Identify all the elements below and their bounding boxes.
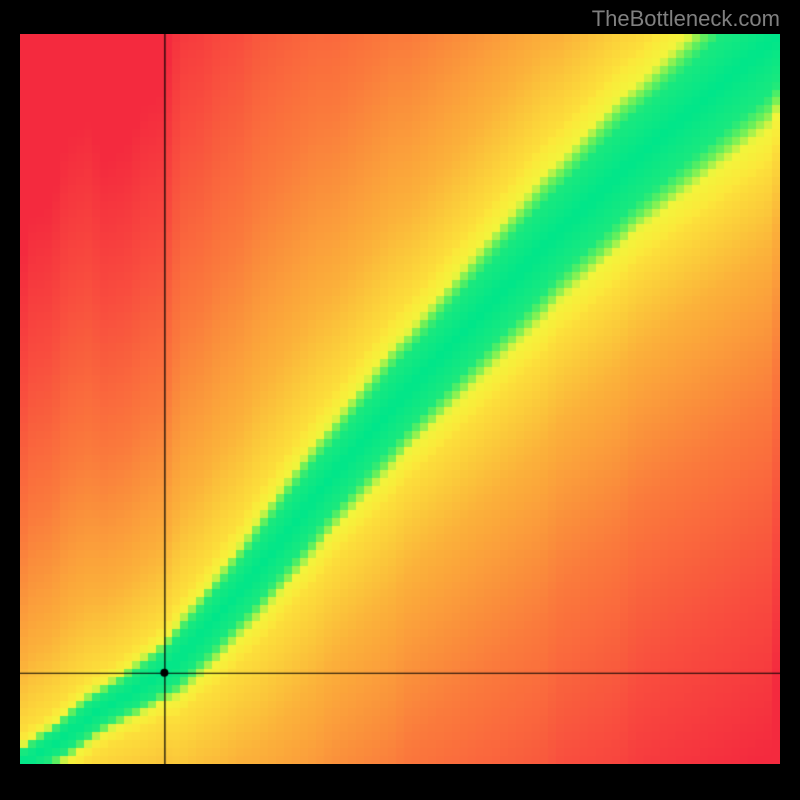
heatmap-plot: [20, 34, 780, 764]
heatmap-canvas: [20, 34, 780, 764]
watermark-text: TheBottleneck.com: [592, 6, 780, 32]
